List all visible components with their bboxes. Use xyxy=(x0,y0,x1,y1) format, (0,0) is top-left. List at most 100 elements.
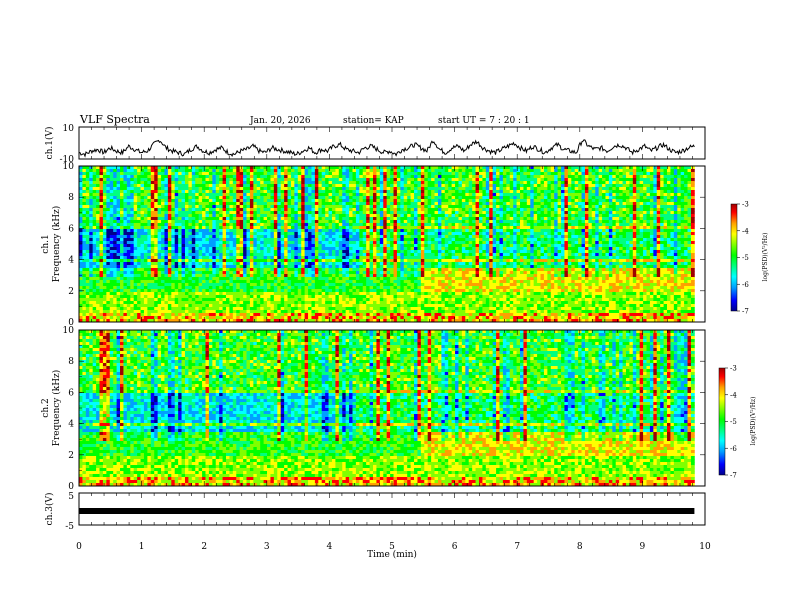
spectrogram-cell xyxy=(212,223,217,227)
spectrogram-cell xyxy=(243,232,247,236)
spectrogram-cell xyxy=(656,220,661,224)
spectrogram-cell xyxy=(96,193,100,197)
spectrogram-cell xyxy=(625,199,630,203)
spectrogram-cell xyxy=(619,172,623,176)
spectrogram-cell xyxy=(164,181,169,185)
spectrogram-cell xyxy=(646,217,651,221)
spectrogram-cell xyxy=(434,232,439,236)
spectrogram-cell xyxy=(137,193,141,197)
spectrogram-cell xyxy=(448,187,453,191)
spectrogram-cell xyxy=(615,223,620,227)
spectrogram-cell xyxy=(403,238,408,242)
spectrogram-cell xyxy=(400,184,405,188)
spectrogram-cell xyxy=(208,178,213,182)
spectrogram-cell xyxy=(400,187,405,191)
spectrogram-cell xyxy=(690,220,695,224)
spectrogram-cell xyxy=(455,190,459,194)
spectrogram-cell xyxy=(297,166,302,170)
spectrogram-cell xyxy=(410,223,415,227)
spectrogram-cell xyxy=(222,172,227,176)
spectrogram-cell xyxy=(147,175,152,179)
spectrogram-cell xyxy=(612,244,617,248)
spectrogram-cell xyxy=(379,181,384,185)
spectrogram-cell xyxy=(140,175,145,179)
spectrogram-cell xyxy=(615,214,620,218)
spectrogram-cell xyxy=(99,199,104,203)
spectrogram-cell xyxy=(256,193,261,197)
spectrogram-cell xyxy=(280,208,285,212)
spectrogram-cell xyxy=(215,211,220,215)
spectrogram-cell xyxy=(547,205,552,209)
spectrogram-cell xyxy=(120,193,124,197)
spectrogram-cell xyxy=(239,226,244,230)
spectrogram-cell xyxy=(639,190,644,194)
spectrogram-cell xyxy=(222,217,227,221)
spectrogram-cell xyxy=(619,235,623,239)
spectrogram-cell xyxy=(639,172,644,176)
spectrogram-cell xyxy=(304,232,309,236)
spectrogram-cell xyxy=(79,193,83,197)
spectrogram-cell xyxy=(513,232,517,236)
spectrogram-cell xyxy=(530,235,535,239)
spectrogram-cell xyxy=(106,244,111,248)
spectrogram-cell xyxy=(444,199,449,203)
spectrogram-cell xyxy=(513,205,517,209)
spectrogram-cell xyxy=(150,190,155,194)
spectrogram-cell xyxy=(417,193,422,197)
spectrogram-cell xyxy=(318,238,323,242)
spectrogram-cell xyxy=(526,187,531,191)
spectrogram-cell xyxy=(198,214,203,218)
spectrogram-cell xyxy=(301,223,306,227)
spectrogram-cell xyxy=(102,247,107,251)
spectrogram-cell xyxy=(475,184,480,188)
spectrogram-cell xyxy=(174,232,179,236)
spectrogram-cell xyxy=(164,238,169,242)
spectrogram-cell xyxy=(113,244,118,248)
spectrogram-cell xyxy=(96,190,100,194)
spectrogram-cell xyxy=(499,181,504,185)
spectrogram-cell xyxy=(636,166,641,170)
spectrogram-cell xyxy=(530,232,535,236)
spectrogram-cell xyxy=(588,244,593,248)
spectrogram-cell xyxy=(113,202,118,206)
spectrogram-cell xyxy=(396,205,401,209)
spectrogram-cell xyxy=(106,229,111,233)
spectrogram-cell xyxy=(301,220,306,224)
spectrogram-cell xyxy=(236,235,241,239)
spectrogram-cell xyxy=(687,175,692,179)
spectrogram-cell xyxy=(646,232,651,236)
spectrogram-cell xyxy=(260,205,265,209)
spectrogram-cell xyxy=(526,211,531,215)
spectrogram-cell xyxy=(256,241,261,245)
spectrogram-cell xyxy=(550,211,555,215)
spectrogram-cell xyxy=(287,175,292,179)
spectrogram-cell xyxy=(632,244,637,248)
spectrogram-cell xyxy=(116,238,121,242)
spectrogram-cell xyxy=(393,166,398,170)
spectrogram-cell xyxy=(191,205,196,209)
spectrogram-cell xyxy=(649,226,654,230)
spectrogram-cell xyxy=(157,199,162,203)
spectrogram-cell xyxy=(485,223,490,227)
spectrogram-cell xyxy=(615,169,620,173)
spectrogram-cell xyxy=(154,247,159,251)
spectrogram-cell xyxy=(629,211,634,215)
spectrogram-cell xyxy=(355,178,360,182)
spectrogram-cell xyxy=(687,178,692,182)
spectrogram-cell xyxy=(290,181,295,185)
spectrogram-cell xyxy=(502,211,507,215)
spectrogram-cell xyxy=(277,175,282,179)
spectrogram-cell xyxy=(485,241,490,245)
spectrogram-cell xyxy=(656,196,661,200)
spectrogram-cell xyxy=(591,199,596,203)
spectrogram-cell xyxy=(475,178,480,182)
spectrogram-cell xyxy=(513,196,517,200)
spectrogram-cell xyxy=(92,241,97,245)
spectrogram-cell xyxy=(526,190,531,194)
spectrogram-cell xyxy=(578,181,582,185)
spectrogram-cell xyxy=(465,175,470,179)
spectrogram-cell xyxy=(424,199,429,203)
spectrogram-cell xyxy=(485,217,490,221)
spectrogram-cell xyxy=(478,184,483,188)
spectrogram-cell xyxy=(355,187,360,191)
